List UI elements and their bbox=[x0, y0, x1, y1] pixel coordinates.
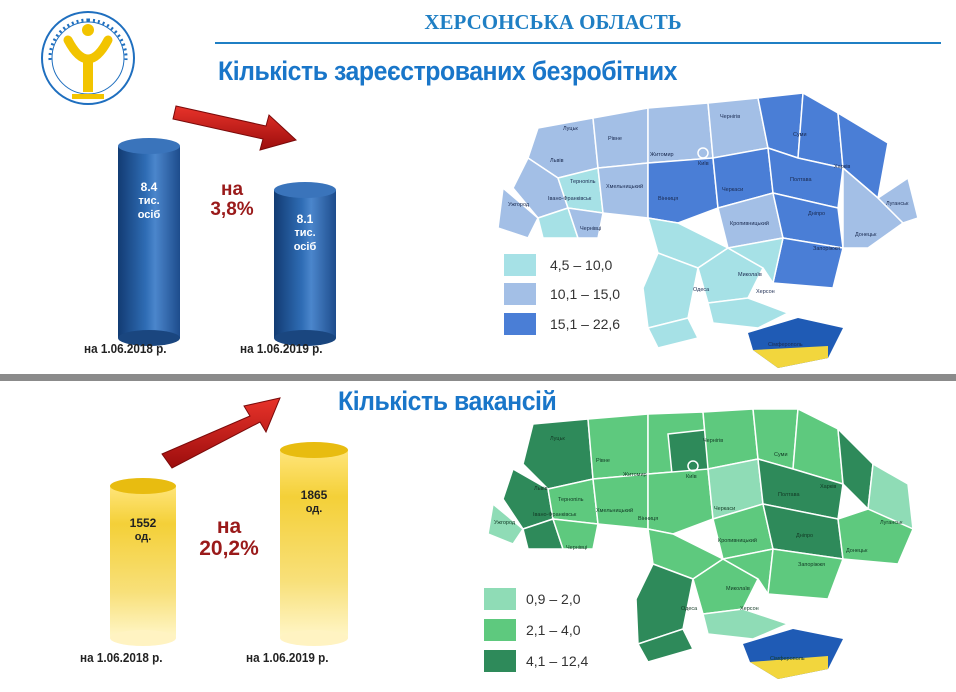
map1-label-chernihiv: Чернігів bbox=[720, 114, 740, 120]
map2-label-kharkiv: Харків bbox=[820, 484, 836, 490]
map1-label-lviv: Львів bbox=[550, 158, 564, 164]
map2-label-lutsk: Луцьк bbox=[550, 436, 565, 442]
vacancies-2019-unit: од. bbox=[305, 503, 323, 515]
unemployed-change-pct: 3,8% bbox=[210, 198, 254, 220]
ukraine-vacancies-map: Луцьк Рівне Житомир Київ Чернігів Суми Х… bbox=[488, 407, 914, 679]
unemployed-date-2018: на 1.06.2018 р. bbox=[84, 341, 167, 356]
unemployed-change-word: на bbox=[220, 179, 244, 200]
unemployed-2018-cylinder: 8.4 тис. осіб bbox=[118, 138, 180, 346]
map1-label-cherkasy: Черкаси bbox=[722, 187, 743, 193]
up-trend-arrow-icon bbox=[161, 397, 281, 469]
map1-label-kyiv: Київ bbox=[698, 161, 709, 167]
section-divider bbox=[0, 374, 956, 381]
map1-label-mykolaiv: Миколаїв bbox=[738, 272, 762, 278]
map2-label-uzhhorod: Ужгород bbox=[494, 520, 516, 526]
vacancies-legend-swatch-3 bbox=[484, 650, 516, 672]
vacancies-legend-swatch-1 bbox=[484, 588, 516, 610]
vacancies-change-word: на bbox=[216, 515, 242, 538]
vacancies-2018-unit: од. bbox=[134, 531, 152, 543]
unemployed-2019-value: 8.1 bbox=[296, 212, 314, 226]
map1-label-sumy: Суми bbox=[793, 132, 807, 138]
map1-label-donetsk: Донецьк bbox=[855, 232, 877, 238]
unemployed-2018-value: 8.4 bbox=[140, 180, 158, 194]
unemployed-2018-unit2: осіб bbox=[137, 209, 161, 221]
employment-service-logo-icon bbox=[41, 11, 135, 105]
map1-label-dnipro: Дніпро bbox=[808, 211, 825, 217]
map1-label-zhytomyr: Житомир bbox=[650, 152, 674, 158]
map2-label-odesa: Одеса bbox=[681, 606, 698, 612]
unemployed-legend-label-1: 4,5 – 10,0 bbox=[550, 257, 613, 273]
map2-label-mykolaiv: Миколаїв bbox=[726, 586, 750, 592]
map2-label-kyiv: Київ bbox=[686, 474, 697, 480]
unemployed-2018-unit1: тис. bbox=[138, 195, 160, 207]
map2-label-luhansk: Луганськ bbox=[880, 520, 903, 526]
vacancies-2018-cylinder: 1552 од. bbox=[110, 478, 176, 646]
region-title: ХЕРСОНСЬКА ОБЛАСТЬ bbox=[424, 10, 682, 34]
unemployed-title: Кількість зареєстрованих безробітних bbox=[218, 56, 678, 86]
map1-label-uzhhorod: Ужгород bbox=[508, 202, 530, 208]
title-rule bbox=[215, 42, 941, 44]
map1-label-kharkiv: Харків bbox=[834, 164, 850, 170]
unemployed-legend-label-2: 10,1 – 15,0 bbox=[550, 286, 621, 302]
vacancies-legend-label-2: 2,1 – 4,0 bbox=[526, 622, 581, 638]
map1-label-luhansk: Луганськ bbox=[886, 201, 909, 207]
logo bbox=[38, 8, 138, 108]
vacancies-title: Кількість вакансій bbox=[338, 386, 557, 416]
map1-label-kherson: Херсон bbox=[756, 289, 775, 295]
map1-label-vinnytsia: Вінниця bbox=[658, 196, 678, 202]
unemployed-change: на 3,8% bbox=[196, 180, 268, 220]
map2-label-zhytomyr: Житомир bbox=[623, 472, 647, 478]
map2-label-donetsk: Донецьк bbox=[846, 548, 868, 554]
unemployed-2019-cylinder: 8.1 тис. осіб bbox=[274, 182, 336, 346]
vacancies-2019-cylinder: 1865 од. bbox=[280, 442, 348, 646]
map1-label-khmelnytskyi: Хмельницький bbox=[606, 183, 643, 190]
map2-label-chernivtsi: Чернівці bbox=[566, 545, 587, 551]
vacancies-legend-swatch-2 bbox=[484, 619, 516, 641]
vacancies-date-2019: на 1.06.2019 р. bbox=[246, 650, 329, 665]
vacancies-2018-value: 1552 bbox=[129, 516, 157, 530]
vacancies-change-pct: 20,2% bbox=[199, 537, 259, 561]
map1-label-lutsk: Луцьк bbox=[563, 126, 578, 132]
unemployed-legend-swatch-1 bbox=[504, 254, 536, 276]
map2-label-sumy: Суми bbox=[774, 452, 788, 458]
map1-label-poltava: Полтава bbox=[790, 177, 812, 183]
map2-label-rivne: Рівне bbox=[596, 458, 610, 464]
map2-label-poltava: Полтава bbox=[778, 492, 800, 498]
map2-label-zaporizhzhia: Запоріжжя bbox=[798, 562, 825, 568]
map1-label-odesa: Одеса bbox=[693, 287, 710, 293]
unemployed-legend-label-3: 15,1 – 22,6 bbox=[550, 316, 621, 332]
vacancies-date-2018: на 1.06.2018 р. bbox=[80, 650, 163, 665]
unemployed-legend-swatch-3 bbox=[504, 313, 536, 335]
map2-label-ternopil: Тернопіль bbox=[558, 497, 584, 503]
map1-label-ternopil: Тернопіль bbox=[570, 179, 596, 185]
map2-label-dnipro: Дніпро bbox=[796, 533, 813, 539]
unemployed-2019-unit2: осіб bbox=[293, 241, 317, 253]
vacancies-2019-value: 1865 bbox=[300, 488, 328, 502]
unemployed-legend-swatch-2 bbox=[504, 283, 536, 305]
map1-label-rivne: Рівне bbox=[608, 136, 622, 142]
map2-label-vinnytsia: Вінниця bbox=[638, 516, 658, 522]
map1-label-simferopol: Сімферополь bbox=[768, 342, 803, 348]
map1-label-ivano-frankivsk: Івано-Франківськ bbox=[548, 196, 592, 202]
map1-label-kropyvnytskyi: Кропивницький bbox=[730, 220, 769, 227]
map2-label-lviv: Львів bbox=[534, 486, 548, 492]
vacancies-legend-label-3: 4,1 – 12,4 bbox=[526, 653, 589, 669]
down-trend-arrow-icon bbox=[172, 105, 297, 151]
unemployed-date-2019: на 1.06.2019 р. bbox=[240, 341, 323, 356]
vacancies-change: на 20,2% bbox=[186, 515, 272, 561]
map2-label-khmelnytskyi: Хмельницький bbox=[596, 507, 633, 514]
map2-label-chernihiv: Чернігів bbox=[703, 438, 723, 444]
map2-label-ivano-frankivsk: Івано-Франківськ bbox=[533, 512, 577, 518]
ukraine-unemployment-map: Луцьк Рівне Житомир Київ Чернігів Суми Х… bbox=[498, 91, 918, 368]
vacancies-legend-label-1: 0,9 – 2,0 bbox=[526, 591, 581, 607]
map2-label-simferopol: Сімферополь bbox=[770, 656, 805, 662]
map1-label-zaporizhzhia: Запоріжжя bbox=[813, 246, 840, 252]
map2-label-kropyvnytskyi: Кропивницький bbox=[718, 537, 757, 544]
map2-label-cherkasy: Черкаси bbox=[714, 506, 735, 512]
unemployed-2019-unit1: тис. bbox=[294, 227, 316, 239]
map1-label-chernivtsi: Чернівці bbox=[580, 226, 601, 232]
map2-label-kherson: Херсон bbox=[740, 606, 759, 612]
